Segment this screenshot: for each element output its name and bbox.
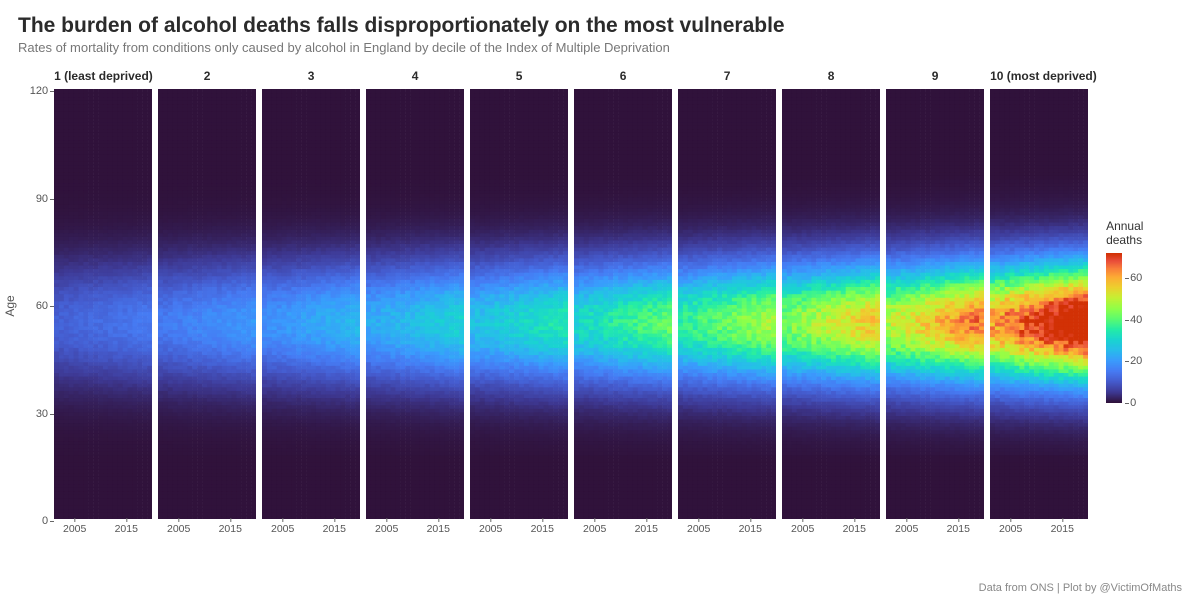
legend-ticks: 0204060: [1126, 253, 1156, 403]
heatmap-canvas: [54, 89, 152, 519]
x-axis: 2005 2015: [262, 523, 360, 541]
facet-panel: 6 2005 2015: [574, 69, 672, 541]
x-tick: 2005: [167, 523, 190, 535]
facet-panel: 2 2005 2015: [158, 69, 256, 541]
x-tick: 2005: [999, 523, 1022, 535]
y-tick: 60: [22, 300, 48, 312]
x-axis: 2005 2015: [470, 523, 568, 541]
facet-panel: 4 2005 2015: [366, 69, 464, 541]
chart-subtitle: Rates of mortality from conditions only …: [18, 40, 1182, 55]
facet-panel: 5 2005 2015: [470, 69, 568, 541]
x-tick: 2005: [479, 523, 502, 535]
x-tick: 2015: [219, 523, 242, 535]
facet-panel: 1 (least deprived) 2005 2015: [54, 69, 152, 541]
facet-panel: 7 2005 2015: [678, 69, 776, 541]
chart-area: Age 0306090120 1 (least deprived)2005201…: [18, 69, 1182, 541]
x-axis: 2005 2015: [366, 523, 464, 541]
x-tick: 2005: [687, 523, 710, 535]
facet-label: 10 (most deprived): [990, 69, 1088, 89]
chart-caption: Data from ONS | Plot by @VictimOfMaths: [979, 582, 1182, 594]
facet-label: 1 (least deprived): [54, 69, 152, 89]
x-tick: 2005: [271, 523, 294, 535]
figure-container: The burden of alcohol deaths falls dispr…: [0, 0, 1200, 600]
facet-panel: 3 2005 2015: [262, 69, 360, 541]
legend-title: Annual deaths: [1106, 219, 1182, 247]
x-tick: 2005: [583, 523, 606, 535]
heatmap-canvas: [782, 89, 880, 519]
chart-title: The burden of alcohol deaths falls dispr…: [18, 14, 1182, 38]
heatmap-canvas: [574, 89, 672, 519]
x-tick: 2015: [843, 523, 866, 535]
heatmap-canvas: [678, 89, 776, 519]
color-legend: Annual deaths 0204060: [1106, 219, 1182, 403]
legend-tick: 0: [1130, 397, 1136, 409]
y-tick: 30: [22, 408, 48, 420]
x-tick: 2005: [895, 523, 918, 535]
x-tick: 2015: [115, 523, 138, 535]
facet-label: 7: [678, 69, 776, 89]
facet-label: 2: [158, 69, 256, 89]
x-axis: 2005 2015: [574, 523, 672, 541]
facet-label: 8: [782, 69, 880, 89]
facet-panel: 10 (most deprived) 2005 2015: [990, 69, 1088, 541]
facet-panels: 1 (least deprived) 2005 2015 2 2005 2015 3 2005…: [54, 69, 1088, 541]
heatmap-canvas: [158, 89, 256, 519]
x-tick: 2015: [739, 523, 762, 535]
legend-tick: 60: [1130, 272, 1142, 284]
x-axis: 2005 2015: [158, 523, 256, 541]
x-tick: 2015: [635, 523, 658, 535]
x-tick: 2015: [947, 523, 970, 535]
x-axis: 2005 2015: [782, 523, 880, 541]
x-axis: 2005 2015: [886, 523, 984, 541]
x-tick: 2005: [791, 523, 814, 535]
facet-label: 4: [366, 69, 464, 89]
facet-label: 3: [262, 69, 360, 89]
y-tick: 90: [22, 193, 48, 205]
heatmap-canvas: [262, 89, 360, 519]
x-tick: 2015: [427, 523, 450, 535]
heatmap-canvas: [470, 89, 568, 519]
x-tick: 2005: [63, 523, 86, 535]
facet-label: 6: [574, 69, 672, 89]
y-axis: Age 0306090120: [18, 91, 54, 521]
y-tick: 0: [22, 515, 48, 527]
x-tick: 2015: [531, 523, 554, 535]
legend-tick: 20: [1130, 355, 1142, 367]
heatmap-canvas: [366, 89, 464, 519]
x-tick: 2015: [1051, 523, 1074, 535]
x-axis: 2005 2015: [678, 523, 776, 541]
x-axis: 2005 2015: [54, 523, 152, 541]
heatmap-canvas: [990, 89, 1088, 519]
heatmap-canvas: [886, 89, 984, 519]
x-tick: 2005: [375, 523, 398, 535]
facet-panel: 8 2005 2015: [782, 69, 880, 541]
facet-panel: 9 2005 2015: [886, 69, 984, 541]
legend-colorbar: [1106, 253, 1122, 403]
y-tick: 120: [22, 85, 48, 97]
x-axis: 2005 2015: [990, 523, 1088, 541]
facet-label: 5: [470, 69, 568, 89]
y-axis-label: Age: [3, 295, 17, 316]
legend-tick: 40: [1130, 314, 1142, 326]
x-tick: 2015: [323, 523, 346, 535]
facet-label: 9: [886, 69, 984, 89]
